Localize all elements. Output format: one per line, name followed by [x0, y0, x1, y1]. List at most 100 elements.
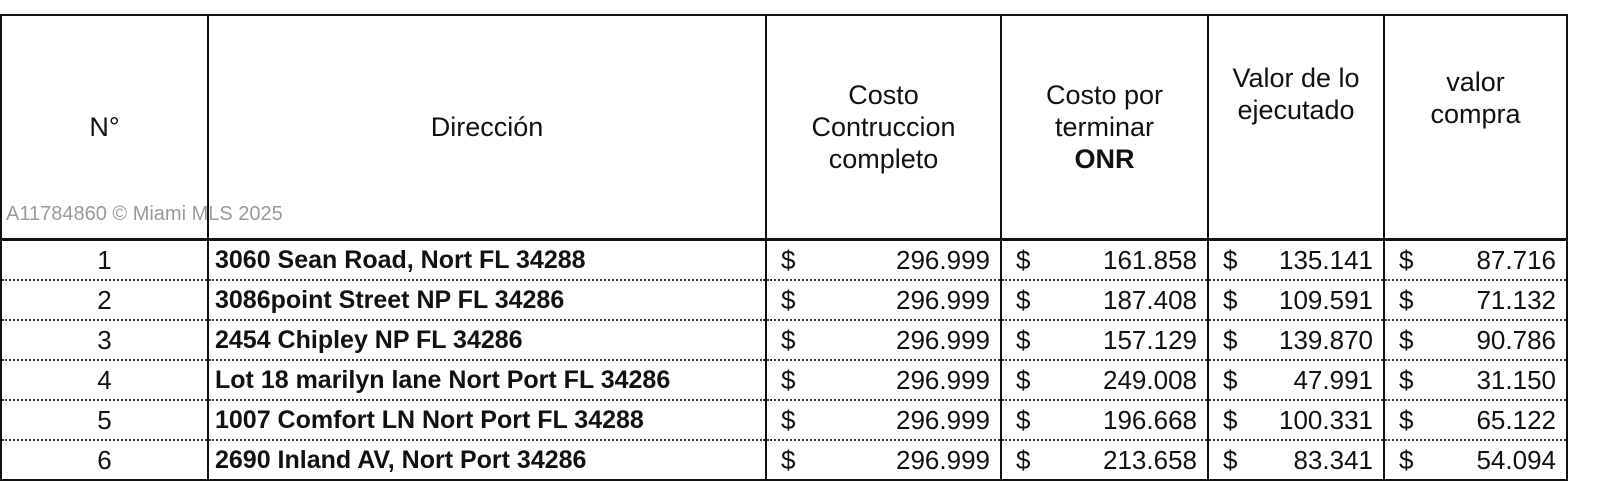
- cell-value: 90.786: [1476, 324, 1556, 355]
- header-line: valor: [1446, 67, 1505, 97]
- currency-symbol: $: [1223, 365, 1238, 395]
- cell-value: 196.668: [1103, 404, 1197, 435]
- cell-terminar: $196.668: [1000, 400, 1209, 441]
- cell-ejecutado: $135.141: [1207, 239, 1385, 281]
- currency-symbol: $: [1399, 445, 1414, 475]
- currency-symbol: $: [781, 405, 796, 435]
- currency-symbol: $: [1016, 365, 1031, 395]
- cell-costo: $296.999: [765, 400, 1002, 441]
- cell-terminar: $249.008: [1000, 360, 1209, 401]
- currency-symbol: $: [1016, 245, 1031, 275]
- cell-value: 83.341: [1293, 444, 1373, 475]
- cell-value: 139.870: [1279, 324, 1373, 355]
- currency-symbol: $: [781, 285, 796, 315]
- table-row: 2 3086point Street NP FL 34286 $296.999 $18…: [0, 280, 1568, 321]
- cell-value: 135.141: [1279, 244, 1373, 275]
- cell-ejecutado: $83.341: [1207, 440, 1385, 481]
- cell-compra: $54.094: [1383, 440, 1568, 481]
- currency-symbol: $: [1223, 245, 1238, 275]
- currency-symbol: $: [1016, 285, 1031, 315]
- cell-value: 54.094: [1476, 444, 1556, 475]
- cell-value: 109.591: [1279, 284, 1373, 315]
- cell-value: 47.991: [1293, 364, 1373, 395]
- cell-direccion: 3086point Street NP FL 34286: [207, 280, 767, 321]
- cell-compra: $87.716: [1383, 239, 1568, 281]
- cell-costo: $296.999: [765, 280, 1002, 321]
- cell-n: 4: [0, 360, 209, 401]
- cell-value: 296.999: [896, 284, 990, 315]
- cell-ejecutado: $100.331: [1207, 400, 1385, 441]
- currency-symbol: $: [781, 365, 796, 395]
- cell-n: 5: [0, 400, 209, 441]
- cell-value: 296.999: [896, 244, 990, 275]
- cell-compra: $65.122: [1383, 400, 1568, 441]
- header-line: Costo por: [1045, 80, 1164, 110]
- header-direccion: Dirección: [207, 14, 767, 241]
- cell-costo: $296.999: [765, 360, 1002, 401]
- cell-value: 100.331: [1279, 404, 1373, 435]
- currency-symbol: $: [1399, 365, 1414, 395]
- cell-terminar: $213.658: [1000, 440, 1209, 481]
- cell-direccion: 3060 Sean Road, Nort FL 34288: [207, 239, 767, 281]
- cell-ejecutado: $109.591: [1207, 280, 1385, 321]
- cell-direccion: Lot 18 marilyn lane Nort Port FL 34286: [207, 360, 767, 401]
- header-direccion-label: Dirección: [430, 112, 544, 142]
- cell-compra: $31.150: [1383, 360, 1568, 401]
- currency-symbol: $: [1016, 405, 1031, 435]
- header-line: ejecutado: [1237, 95, 1355, 125]
- currency-symbol: $: [781, 325, 796, 355]
- cell-direccion: 1007 Comfort LN Nort Port FL 34288: [207, 400, 767, 441]
- currency-symbol: $: [1016, 445, 1031, 475]
- cell-value: 157.129: [1103, 324, 1197, 355]
- header-ejecutado: Valor de lo ejecutado: [1207, 14, 1385, 241]
- table-row: 3 2454 Chipley NP FL 34286 $296.999 $157.12…: [0, 320, 1568, 361]
- cell-value: 31.150: [1476, 364, 1556, 395]
- header-n-label: N°: [89, 112, 120, 142]
- cell-terminar: $187.408: [1000, 280, 1209, 321]
- table-row: 6 2690 Inland AV, Nort Port 34286 $296.999…: [0, 440, 1568, 481]
- cell-value: 296.999: [896, 404, 990, 435]
- cell-terminar: $161.858: [1000, 239, 1209, 281]
- cell-value: 71.132: [1476, 284, 1556, 315]
- cell-direccion: 2690 Inland AV, Nort Port 34286: [207, 440, 767, 481]
- cell-value: 187.408: [1103, 284, 1197, 315]
- currency-symbol: $: [1223, 405, 1238, 435]
- currency-symbol: $: [1399, 285, 1414, 315]
- currency-symbol: $: [1223, 325, 1238, 355]
- header-line: completo: [828, 144, 939, 174]
- cell-ejecutado: $139.870: [1207, 320, 1385, 361]
- cell-value: 87.716: [1476, 244, 1556, 275]
- cell-costo: $296.999: [765, 320, 1002, 361]
- header-line: Valor de lo: [1232, 63, 1360, 93]
- header-n: N°: [0, 14, 209, 241]
- header-line: terminar: [1054, 112, 1155, 142]
- header-costo: Costo Contruccion completo: [765, 14, 1002, 241]
- cell-n: 2: [0, 280, 209, 321]
- cell-n: 6: [0, 440, 209, 481]
- cell-value: 213.658: [1103, 444, 1197, 475]
- currency-symbol: $: [1399, 325, 1414, 355]
- cell-value: 296.999: [896, 444, 990, 475]
- header-compra: valor compra: [1383, 14, 1568, 241]
- currency-symbol: $: [1223, 285, 1238, 315]
- cell-ejecutado: $47.991: [1207, 360, 1385, 401]
- cell-n: 1: [0, 239, 209, 281]
- cell-value: 249.008: [1103, 364, 1197, 395]
- cell-costo: $296.999: [765, 239, 1002, 281]
- currency-symbol: $: [781, 445, 796, 475]
- header-line: compra: [1430, 99, 1521, 129]
- cell-value: 296.999: [896, 364, 990, 395]
- currency-symbol: $: [1223, 445, 1238, 475]
- currency-symbol: $: [781, 245, 796, 275]
- table-row: 1 3060 Sean Road, Nort FL 34288 $296.999 $1…: [0, 239, 1568, 281]
- cell-compra: $71.132: [1383, 280, 1568, 321]
- cell-value: 161.858: [1103, 244, 1197, 275]
- cost-table: N° Dirección Costo Contruccion completo …: [0, 14, 1568, 481]
- cell-value: 296.999: [896, 324, 990, 355]
- currency-symbol: $: [1399, 405, 1414, 435]
- header-line: ONR: [1074, 144, 1135, 174]
- table-row: 4 Lot 18 marilyn lane Nort Port FL 34286 $…: [0, 360, 1568, 401]
- currency-symbol: $: [1399, 245, 1414, 275]
- table-row: 5 1007 Comfort LN Nort Port FL 34288 $296.…: [0, 400, 1568, 441]
- header-row: N° Dirección Costo Contruccion completo …: [0, 14, 1568, 241]
